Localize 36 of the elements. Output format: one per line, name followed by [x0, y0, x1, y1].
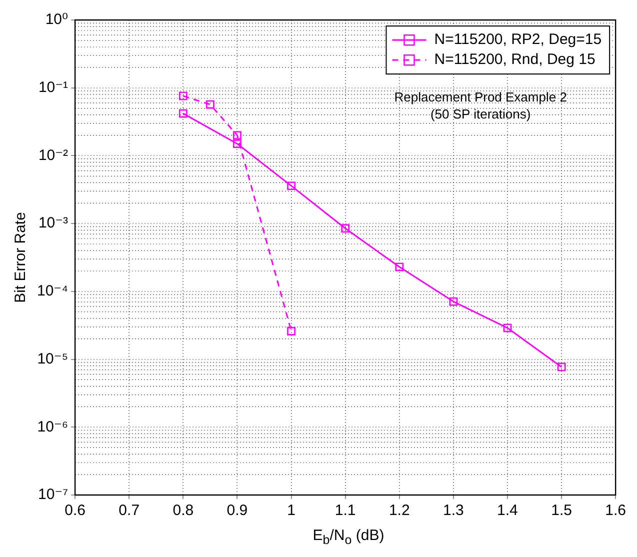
x-tick-label: 1.2: [388, 502, 410, 520]
x-tick-label: 0.7: [118, 502, 140, 520]
y-tick-label: 10⁻²: [38, 146, 68, 164]
point: [206, 100, 214, 109]
point: [287, 182, 296, 190]
point: [503, 324, 512, 332]
point: [287, 326, 296, 336]
point: [341, 224, 350, 233]
x-tick-label: 0.6: [64, 502, 86, 520]
annotation: Replacement Prod Example 2 (50 SP iterations): [394, 90, 567, 122]
y-tick-label: 10⁻⁴: [36, 282, 68, 300]
x-tick-label: 1.3: [442, 502, 464, 520]
point: [233, 131, 242, 140]
point: [449, 297, 458, 306]
point: [233, 140, 242, 148]
x-tick-label: 0.8: [172, 502, 194, 520]
y-tick-label: 10⁻³: [38, 214, 68, 232]
point: [557, 362, 566, 372]
y-tick-label: 10⁻⁶: [37, 418, 68, 436]
x-tick-label: 1.1: [334, 502, 356, 520]
legend-label: N=115200, RP2, Deg=15: [434, 31, 602, 48]
point: [178, 109, 188, 118]
y-tick-label: 10⁰: [45, 11, 68, 28]
y-tick-label: 10⁻¹: [38, 79, 68, 96]
x-tick-label: 1: [287, 502, 296, 520]
x-tick-label: 1.5: [551, 502, 572, 520]
point: [395, 262, 404, 272]
y-tick-label: 10⁻⁵: [37, 350, 68, 368]
y-axis-title: Bit Error Rate: [12, 212, 30, 303]
x-tick-label: 1.6: [605, 502, 626, 520]
legend-label: N=115200, Rnd, Deg 15: [434, 51, 596, 68]
point: [178, 92, 188, 100]
x-tick-label: 0.9: [226, 502, 248, 520]
x-tick-label: 1.4: [497, 502, 518, 520]
y-tick-label: 10⁻⁷: [38, 486, 68, 504]
x-axis-title: E$_{b}$/N$_{o}$ (dB): [312, 527, 386, 547]
